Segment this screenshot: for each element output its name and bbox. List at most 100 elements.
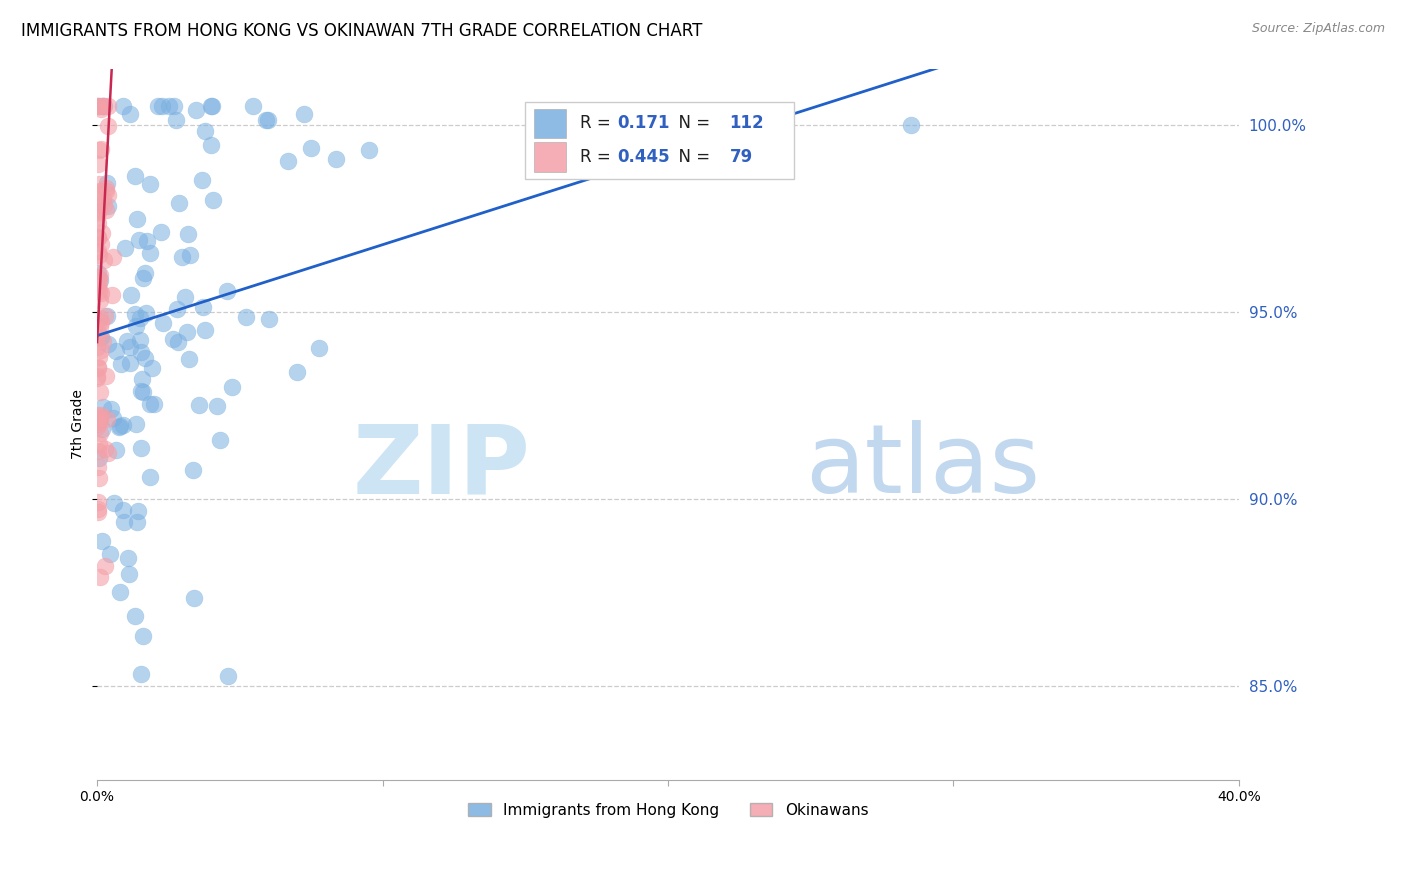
Point (193, 300, 215, 314)
Point (96, 310, 118, 324)
Point (91, 99, 114, 113)
Point (104, 343, 127, 358)
Point (183, 591, 205, 606)
Text: 79: 79 (730, 148, 752, 166)
Point (134, 351, 156, 365)
Point (86, 360, 108, 375)
Text: 0.171: 0.171 (617, 114, 671, 132)
Point (139, 397, 162, 411)
Point (89, 143, 111, 157)
Point (90, 102, 112, 116)
Point (125, 211, 148, 226)
Point (93, 253, 115, 268)
Point (146, 99, 169, 113)
Point (131, 372, 153, 386)
Point (167, 335, 190, 350)
Point (125, 515, 148, 529)
Point (221, 380, 243, 394)
Point (163, 99, 186, 113)
Point (86, 340, 108, 354)
Point (90, 99, 112, 113)
Point (162, 332, 184, 346)
Point (91, 401, 114, 415)
Point (114, 242, 136, 256)
Point (292, 107, 315, 121)
Point (177, 227, 200, 241)
Point (193, 124, 215, 138)
Point (900, 118, 922, 132)
Point (135, 234, 157, 248)
Point (108, 420, 131, 434)
Point (96, 412, 118, 426)
Point (124, 169, 146, 184)
Point (93, 99, 115, 113)
Point (131, 441, 153, 455)
Point (90, 315, 112, 329)
Point (89, 268, 111, 282)
Point (125, 417, 148, 432)
Point (218, 669, 240, 683)
Point (105, 442, 128, 457)
Point (308, 342, 330, 356)
Point (90, 329, 112, 343)
Point (89, 425, 111, 440)
Point (86, 231, 108, 245)
Point (87, 277, 110, 291)
Text: ZIP: ZIP (353, 420, 531, 513)
Point (87, 99, 110, 113)
Point (132, 629, 155, 643)
Point (93, 197, 115, 211)
Point (129, 384, 152, 399)
Point (87, 230, 110, 244)
Point (87, 197, 110, 211)
Point (176, 325, 198, 339)
Point (89, 273, 111, 287)
Point (87, 244, 110, 258)
Point (87, 360, 110, 375)
Point (94, 558, 117, 573)
Point (190, 173, 212, 187)
Point (90, 343, 112, 357)
Point (188, 398, 211, 412)
Point (87, 444, 110, 458)
Point (87, 459, 110, 474)
Point (200, 99, 222, 113)
Point (87, 270, 110, 285)
Point (108, 584, 131, 599)
Point (87, 314, 110, 328)
Point (117, 551, 139, 566)
Point (87, 470, 110, 484)
Point (299, 141, 322, 155)
Point (97, 119, 120, 133)
Point (108, 418, 131, 433)
Point (101, 250, 124, 264)
Point (86, 371, 108, 385)
Point (87, 216, 110, 230)
Point (235, 310, 257, 324)
Point (91, 534, 114, 549)
Point (129, 333, 152, 347)
Point (111, 503, 134, 517)
Point (142, 397, 165, 411)
Point (89, 350, 111, 364)
Point (165, 113, 187, 128)
Point (87, 248, 110, 262)
Point (118, 106, 141, 120)
Bar (534, 143, 567, 172)
Point (194, 323, 217, 337)
Point (115, 334, 138, 348)
Point (150, 225, 173, 239)
Point (94, 184, 117, 198)
Point (87, 327, 110, 342)
Point (87, 450, 110, 465)
Point (91, 422, 114, 436)
Point (242, 99, 264, 113)
Point (87, 502, 110, 516)
Point (120, 356, 142, 370)
Point (97, 336, 120, 351)
Point (167, 196, 190, 211)
Point (89, 437, 111, 451)
Point (86, 420, 108, 434)
Point (87, 280, 110, 294)
Point (359, 144, 381, 158)
